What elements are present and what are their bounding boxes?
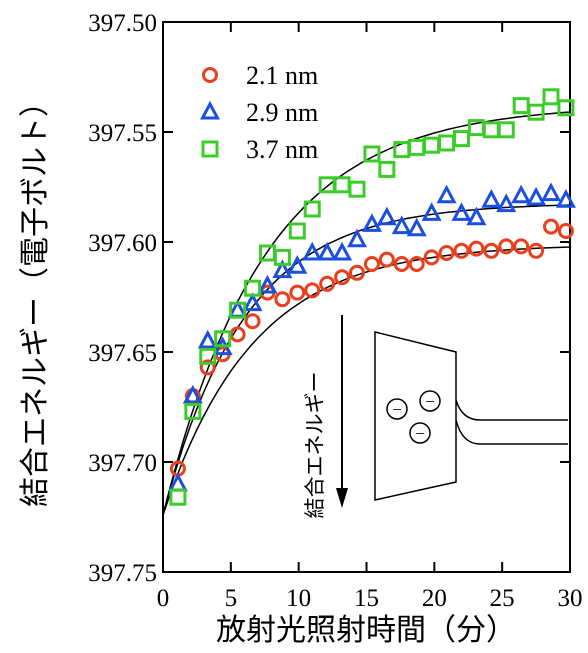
inset-band bbox=[456, 420, 568, 444]
y-tick-label: 397.70 bbox=[88, 450, 157, 477]
point bbox=[439, 188, 454, 202]
x-tick-label: 10 bbox=[286, 585, 311, 612]
x-tick-label: 30 bbox=[558, 585, 583, 612]
legend-marker bbox=[203, 104, 218, 118]
point bbox=[484, 123, 498, 137]
y-tick-label: 397.75 bbox=[88, 560, 157, 587]
point bbox=[380, 162, 394, 176]
point bbox=[321, 277, 334, 290]
point bbox=[515, 240, 528, 253]
point bbox=[529, 190, 544, 204]
point bbox=[514, 99, 528, 113]
point bbox=[544, 90, 558, 104]
point bbox=[484, 192, 499, 206]
point bbox=[335, 178, 349, 192]
point bbox=[365, 258, 378, 271]
point bbox=[499, 197, 514, 211]
legend-label: 3.7 nm bbox=[246, 135, 318, 164]
point bbox=[455, 244, 468, 257]
legend-label: 2.1 nm bbox=[246, 61, 318, 90]
inset-surface bbox=[375, 332, 456, 500]
inset-charge-sign: − bbox=[425, 392, 435, 411]
point bbox=[514, 188, 529, 202]
chart: 放射光照射時間（分） 結合エネルギー（電子ボルト） 結合エネルギー − − − … bbox=[0, 0, 588, 653]
y-tick-label: 397.65 bbox=[88, 340, 157, 367]
point bbox=[454, 132, 468, 146]
point bbox=[440, 136, 454, 150]
inset-charge-sign: − bbox=[392, 400, 402, 419]
y-tick-label: 397.50 bbox=[88, 10, 157, 37]
point bbox=[440, 247, 453, 260]
y-axis-title: 結合エネルギー（電子ボルト） bbox=[18, 87, 53, 507]
inset-charge-sign: − bbox=[415, 424, 425, 443]
point bbox=[395, 143, 409, 157]
point bbox=[409, 221, 424, 235]
point bbox=[351, 266, 364, 279]
point bbox=[544, 186, 559, 200]
inset-band bbox=[456, 400, 568, 420]
y-tick-label: 397.60 bbox=[88, 230, 157, 257]
point bbox=[424, 205, 439, 219]
x-tick-label: 0 bbox=[157, 585, 170, 612]
inset-arrowhead bbox=[336, 488, 348, 508]
y-tick-label: 397.55 bbox=[88, 120, 157, 147]
point bbox=[379, 210, 394, 224]
legend-label: 2.9 nm bbox=[246, 98, 318, 127]
point bbox=[364, 216, 379, 230]
point bbox=[499, 123, 513, 137]
legend-marker bbox=[203, 142, 217, 156]
fit-curve bbox=[163, 112, 570, 515]
x-axis-title: 放射光照射時間（分） bbox=[216, 613, 516, 648]
point bbox=[530, 244, 543, 257]
point bbox=[246, 315, 259, 328]
x-tick-label: 20 bbox=[422, 585, 447, 612]
point bbox=[171, 490, 185, 504]
point bbox=[558, 192, 573, 206]
point bbox=[529, 105, 543, 119]
point bbox=[200, 333, 215, 347]
inset: 結合エネルギー − − − bbox=[303, 315, 568, 519]
point bbox=[380, 253, 393, 266]
point bbox=[425, 138, 439, 152]
point bbox=[290, 224, 304, 238]
x-tick-label: 15 bbox=[354, 585, 379, 612]
point bbox=[276, 293, 289, 306]
point bbox=[291, 286, 304, 299]
point bbox=[454, 205, 469, 219]
x-tick-label: 5 bbox=[225, 585, 238, 612]
point bbox=[545, 220, 558, 233]
point bbox=[336, 271, 349, 284]
point bbox=[350, 182, 364, 196]
point bbox=[469, 210, 484, 224]
legend-marker bbox=[204, 69, 217, 82]
point bbox=[470, 242, 483, 255]
x-tick-label: 25 bbox=[490, 585, 515, 612]
point bbox=[500, 240, 513, 253]
point bbox=[410, 140, 424, 154]
fit-curve bbox=[163, 247, 570, 515]
plot-frame bbox=[163, 22, 570, 572]
inset-label: 結合エネルギー bbox=[303, 372, 327, 519]
